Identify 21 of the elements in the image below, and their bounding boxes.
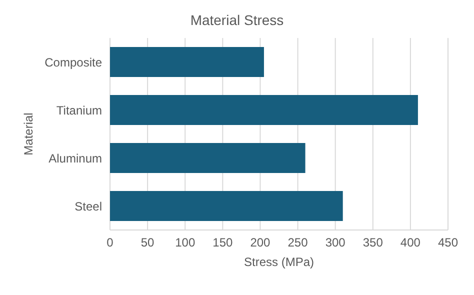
x-tick-label: 200 [250, 236, 271, 250]
x-tick-label: 150 [212, 236, 233, 250]
y-tick-label: Composite [44, 55, 102, 70]
x-tick-label: 250 [288, 236, 308, 250]
bar [110, 143, 306, 173]
x-axis-title: Stress (MPa) [244, 255, 314, 269]
bar [110, 47, 264, 77]
y-axis-title: Material [21, 112, 36, 156]
x-tick-label: 300 [325, 236, 346, 250]
x-tick-label: 450 [438, 236, 458, 250]
x-tick-label: 400 [400, 236, 421, 250]
bar [110, 191, 343, 221]
x-tick-label: 100 [175, 236, 196, 250]
y-tick-label: Titanium [56, 103, 102, 118]
x-tick-label: 50 [140, 236, 155, 250]
x-tick-label: 350 [362, 236, 384, 250]
y-tick-label: Aluminum [48, 151, 102, 166]
chart-title: Material Stress [189, 11, 285, 30]
y-tick-label: Steel [74, 199, 102, 214]
x-tick-label: 0 [106, 236, 114, 250]
bar [110, 95, 418, 125]
